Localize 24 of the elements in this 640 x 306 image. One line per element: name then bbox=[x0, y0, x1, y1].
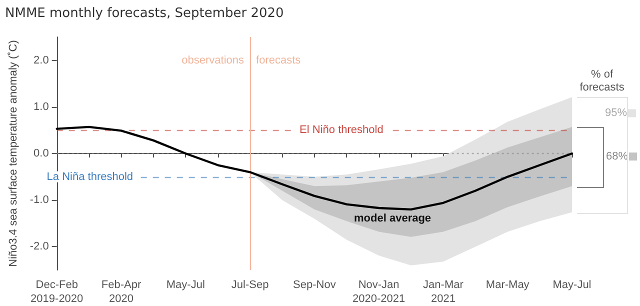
y-tick-label: -1.0 bbox=[30, 194, 49, 206]
y-tick-label: 1.0 bbox=[34, 100, 49, 113]
y-tick-label: -2.0 bbox=[30, 240, 49, 253]
y-axis-title: Niño3.4 sea surface temperature anomaly (˚C) bbox=[8, 40, 20, 267]
ref-line-label: La Niña threshold bbox=[46, 170, 134, 183]
legend-label: 68% bbox=[606, 150, 628, 163]
x-tick-label: Sep-Nov bbox=[293, 279, 336, 291]
annotation: model average bbox=[354, 212, 432, 224]
x-tick-label: Nov-Jan 2020-2021 bbox=[352, 279, 406, 305]
annotation: forecasts bbox=[256, 54, 302, 66]
chart-title: NMME monthly forecasts, September 2020 bbox=[5, 6, 284, 21]
x-tick-label: Mar-May bbox=[486, 279, 530, 291]
x-tick-label: Jul-Sep bbox=[231, 279, 269, 291]
annotation: observations bbox=[182, 54, 245, 66]
y-tick-label: 0.0 bbox=[34, 148, 49, 160]
x-tick-label: Feb-Apr 2020 bbox=[101, 279, 142, 305]
x-tick-label: Dec-Feb 2019-2020 bbox=[30, 279, 84, 305]
y-tick-label: 2.0 bbox=[34, 54, 49, 66]
legend-title: % of forecasts bbox=[580, 68, 625, 94]
x-tick-label: May-Jul bbox=[166, 279, 205, 291]
x-tick-label: May-Jul bbox=[552, 279, 592, 291]
legend-label: 95% bbox=[605, 107, 628, 120]
x-tick-label: Jan-Mar 2021 bbox=[423, 279, 464, 305]
ref-line-label: El Niño threshold bbox=[300, 124, 384, 136]
